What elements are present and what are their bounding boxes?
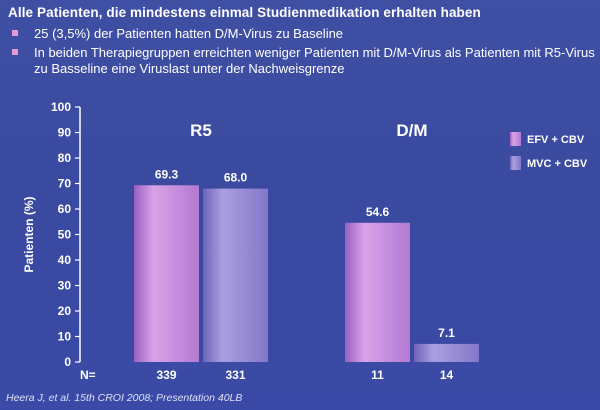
- n-value: 11: [371, 368, 384, 382]
- citation: Heera J, et al. 15th CROI 2008; Presenta…: [6, 392, 243, 404]
- legend-entry: EFV + CBV: [527, 134, 585, 146]
- bullet-text: 25 (3,5%) der Patienten hatten D/M-Virus…: [34, 26, 344, 41]
- y-tick-label: 60: [58, 202, 72, 216]
- y-tick-label: 50: [58, 228, 72, 242]
- data-label: 54.6: [366, 205, 390, 219]
- y-axis-title: Patienten (%): [22, 196, 36, 272]
- bullet-item-1: 25 (3,5%) der Patienten hatten D/M-Virus…: [10, 26, 595, 42]
- y-tick-label: 100: [51, 100, 71, 114]
- y-tick-label: 90: [58, 126, 72, 140]
- legend-swatch: [510, 156, 521, 170]
- slide-heading: Alle Patienten, die mindestens einmal St…: [8, 5, 481, 20]
- category-label: D/M: [396, 121, 427, 140]
- bullet-text: In beiden Therapiegruppen erreichten wen…: [34, 45, 595, 76]
- bar-mvc-cbv: [414, 343, 479, 362]
- y-tick-label: 30: [58, 279, 72, 293]
- legend-entry: MVC + CBV: [527, 158, 588, 170]
- data-label: 69.3: [155, 167, 179, 181]
- legend-swatch: [510, 132, 521, 146]
- bullet-square-icon: [12, 30, 18, 36]
- bullet-square-icon: [12, 49, 18, 55]
- y-tick-label: 0: [64, 355, 71, 369]
- bar-efv-cbv: [134, 185, 199, 362]
- category-label: R5: [190, 121, 212, 140]
- y-tick-label: 80: [58, 151, 72, 165]
- bullet-list: 25 (3,5%) der Patienten hatten D/M-Virus…: [10, 26, 595, 80]
- n-value: 339: [156, 368, 176, 382]
- bar-efv-cbv: [345, 222, 410, 362]
- y-tick-label: 20: [58, 304, 72, 318]
- y-tick-label: 70: [58, 177, 72, 191]
- data-label: 7.1: [438, 326, 455, 340]
- n-value: 14: [440, 368, 454, 382]
- n-label: N=: [80, 368, 96, 382]
- bullet-item-2: In beiden Therapiegruppen erreichten wen…: [10, 45, 595, 77]
- y-tick-label: 10: [58, 330, 72, 344]
- bar-mvc-cbv: [203, 188, 268, 362]
- data-label: 68.0: [224, 171, 248, 185]
- n-value: 331: [225, 368, 245, 382]
- y-tick-label: 40: [58, 253, 72, 267]
